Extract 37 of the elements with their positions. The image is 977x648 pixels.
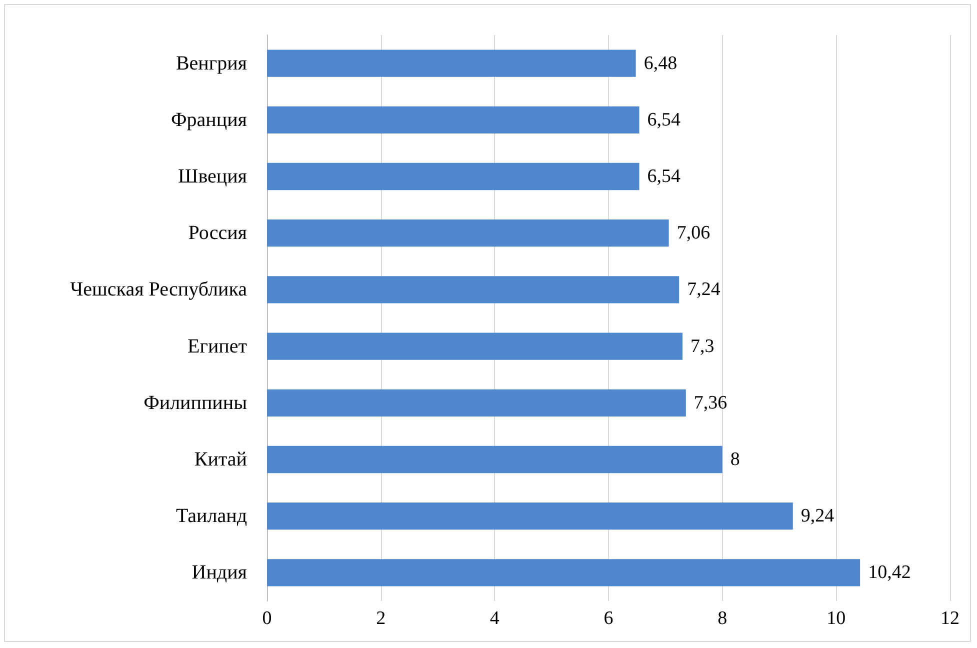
y-tick-label: Швеция (178, 166, 247, 188)
x-tick-label: 6 (604, 608, 614, 629)
data-label: 6,54 (647, 166, 681, 187)
bar (267, 332, 682, 360)
data-label: 7,24 (687, 279, 721, 300)
bar (267, 162, 640, 190)
data-label: 10,42 (868, 562, 911, 584)
y-tick-label: Франция (171, 108, 247, 131)
y-tick-label: Россия (188, 222, 247, 244)
data-label: 6,48 (644, 52, 678, 74)
y-tick-label: Китай (194, 448, 248, 470)
data-label: 7,06 (676, 222, 710, 244)
bar (267, 106, 640, 134)
bar (267, 446, 722, 474)
y-tick-label: Египет (188, 335, 248, 358)
y-tick-label: Венгрия (176, 52, 247, 74)
y-tick-label: Чешская Республика (70, 278, 248, 301)
bar (267, 389, 686, 416)
x-tick-label: 4 (490, 608, 500, 629)
bar (267, 502, 793, 530)
data-label: 9,24 (800, 506, 835, 527)
y-tick-label: Индия (192, 562, 247, 584)
bar (267, 276, 680, 304)
x-tick-label: 12 (940, 608, 960, 629)
x-tick-label: 10 (826, 608, 846, 629)
bar (267, 220, 669, 247)
data-label: 6,54 (647, 109, 681, 130)
data-label: 7,3 (690, 336, 714, 357)
x-tick-label: 0 (262, 608, 272, 629)
y-tick-label: Таиланд (176, 505, 247, 528)
data-label: 7,36 (694, 392, 728, 414)
bar (267, 50, 636, 77)
data-label: 8 (730, 449, 740, 470)
x-tick-label: 8 (718, 608, 728, 629)
y-tick-label: Филиппины (144, 392, 247, 414)
bar (267, 559, 860, 586)
x-tick-label: 2 (376, 608, 386, 629)
